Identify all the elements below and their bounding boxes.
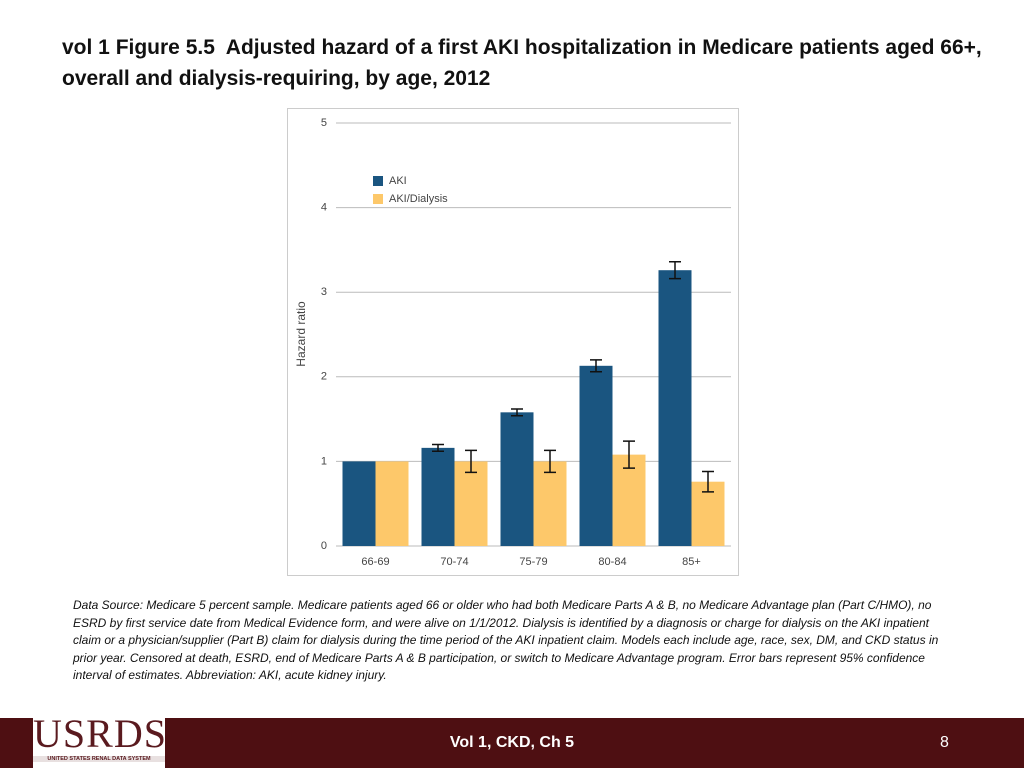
error-bar xyxy=(465,449,477,474)
bar xyxy=(500,412,534,546)
y-tick-label: 3 xyxy=(321,286,327,298)
logo-name: USRDS xyxy=(33,711,167,756)
legend-label: AKI/Dialysis xyxy=(389,193,448,205)
y-tick-label: 2 xyxy=(321,371,327,383)
y-axis-label: Hazard ratio xyxy=(294,301,308,367)
bar xyxy=(533,461,567,546)
error-bar xyxy=(623,440,635,469)
error-bar xyxy=(702,470,714,493)
error-bar xyxy=(669,260,681,280)
bar xyxy=(579,365,613,546)
logo: USRDS UNITED STATES RENAL DATA SYSTEM xyxy=(33,711,167,768)
legend-label: AKI xyxy=(389,175,407,187)
error-bar xyxy=(511,408,523,417)
y-tick-label: 4 xyxy=(321,202,327,214)
footer: USRDS UNITED STATES RENAL DATA SYSTEM Vo… xyxy=(0,712,1024,768)
chart: Hazard ratio 0 1 2 3 4 5 66-69 70-74 75-79 80-84 8… xyxy=(287,108,739,576)
bar xyxy=(342,461,376,546)
bar xyxy=(421,447,455,546)
x-tick-label: 66-69 xyxy=(361,556,389,568)
x-tick-label: 75-79 xyxy=(519,556,547,568)
bar xyxy=(454,461,488,546)
bar xyxy=(375,461,409,546)
slide-title: vol 1 Figure 5.5 Adjusted hazard of a fi… xyxy=(62,36,988,90)
x-tick-label: 80-84 xyxy=(598,556,626,568)
logo-subtitle: UNITED STATES RENAL DATA SYSTEM xyxy=(33,756,165,762)
legend-swatch xyxy=(373,194,383,204)
x-tick-label: 70-74 xyxy=(440,556,468,568)
error-bar xyxy=(432,443,444,452)
footnote: Data Source: Medicare 5 percent sample. … xyxy=(73,598,939,682)
error-bar xyxy=(544,449,556,474)
y-tick-label: 0 xyxy=(321,540,327,552)
bar xyxy=(658,270,692,546)
y-tick-label: 5 xyxy=(321,117,327,129)
x-tick-label: 85+ xyxy=(682,556,701,568)
page-number: 8 xyxy=(940,734,949,751)
bar xyxy=(612,454,646,546)
y-tick-label: 1 xyxy=(321,455,327,467)
error-bar xyxy=(590,359,602,373)
footer-text: Vol 1, CKD, Ch 5 xyxy=(449,734,575,751)
legend-swatch xyxy=(373,176,383,186)
